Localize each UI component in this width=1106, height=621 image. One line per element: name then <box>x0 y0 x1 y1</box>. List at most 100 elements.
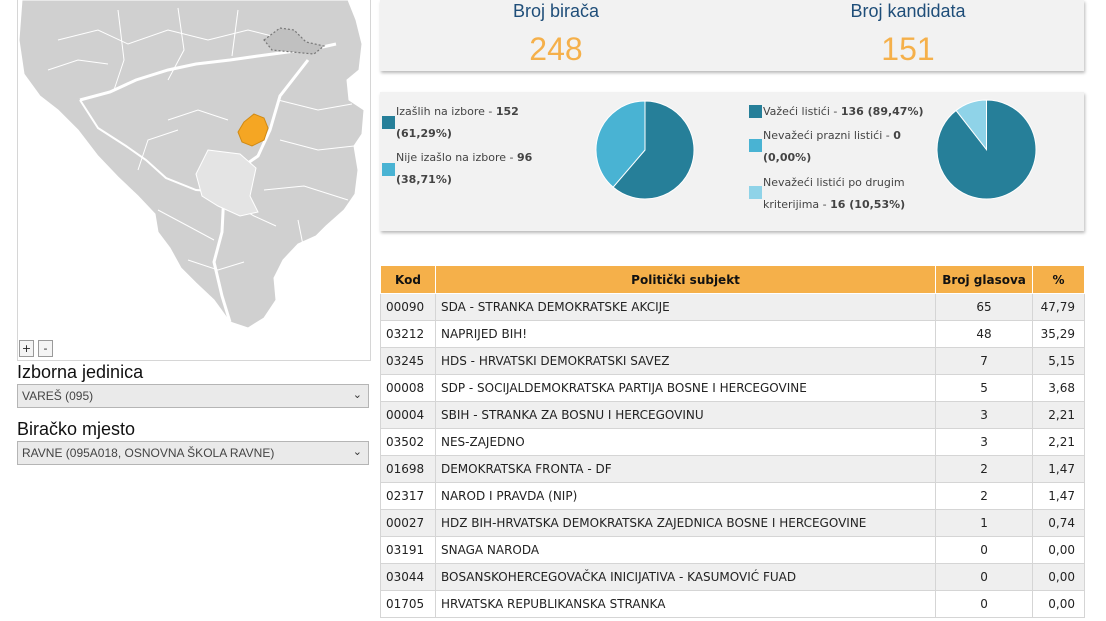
map-region-light <box>195 149 259 217</box>
cell-percent: 2,21 <box>1031 428 1086 456</box>
place-label: Biračko mjesto <box>17 419 136 439</box>
table-row: 03191 SNAGA NARODA 0 0,00 <box>380 536 1086 564</box>
ballots-pie-slice-2 <box>955 99 987 151</box>
cell-code: 01698 <box>380 455 436 483</box>
cell-party: HDZ BIH-HRVATSKA DEMOKRATSKA ZAJEDNICA B… <box>434 509 937 537</box>
legend-blank-value: 0 <box>893 129 901 142</box>
table-row: 00008 SDP - SOCIJALDEMOKRATSKA PARTIJA BO… <box>380 374 1086 402</box>
legend-voted-value: 152 <box>495 105 519 118</box>
place-select[interactable]: RAVNE (095A018, OSNOVNA ŠKOLA RAVNE) ⌄ <box>17 441 369 465</box>
cell-votes: 3 <box>935 401 1033 429</box>
place-select-value: RAVNE (095A018, OSNOVNA ŠKOLA RAVNE) <box>22 446 275 460</box>
legend-valid-value: 136 (89,47%) <box>840 105 924 118</box>
stats-box: Broj birača 248 Broj kandidata 151 <box>380 0 1084 71</box>
table-row: 03502 NES-ZAJEDNO 3 2,21 <box>380 428 1086 456</box>
cell-votes: 1 <box>935 509 1033 537</box>
cell-votes: 2 <box>935 482 1033 510</box>
cell-votes: 7 <box>935 347 1033 375</box>
legend-voted-label: Izašlih na izbore - <box>396 105 496 118</box>
unit-select[interactable]: VAREŠ (095) ⌄ <box>17 384 369 408</box>
cell-votes: 0 <box>935 563 1033 591</box>
zoom-out-button[interactable]: - <box>38 340 53 357</box>
cell-percent: 0,00 <box>1031 590 1086 618</box>
cell-percent: 0,00 <box>1031 563 1086 591</box>
legend-swatch-blank <box>749 139 762 152</box>
cell-percent: 5,15 <box>1031 347 1086 375</box>
ballots-pie <box>936 99 1037 200</box>
table-row: 01705 HRVATSKA REPUBLIKANSKA STRANKA 0 0,00 <box>380 590 1086 618</box>
legend-notvoted-pct: (38,71%) <box>396 173 452 186</box>
cell-percent: 3,68 <box>1031 374 1086 402</box>
bih-map[interactable] <box>18 0 370 360</box>
legend-swatch-other <box>749 186 762 199</box>
cell-votes: 0 <box>935 536 1033 564</box>
cell-code: 00004 <box>380 401 436 429</box>
legend-notvoted: Nije izašlo na izbore - 96 (38,71%) <box>396 147 532 191</box>
cell-code: 00090 <box>380 293 436 321</box>
cell-code: 03245 <box>380 347 436 375</box>
cell-code: 00027 <box>380 509 436 537</box>
zoom-in-button[interactable]: + <box>19 340 34 357</box>
cell-code: 01705 <box>380 590 436 618</box>
map-country <box>18 0 365 329</box>
legend-valid-label: Važeći listići - <box>763 105 841 118</box>
legend-voted: Izašlih na izbore - 152 (61,29%) <box>396 101 519 145</box>
map-selected-vares <box>237 113 269 147</box>
cell-votes: 2 <box>935 455 1033 483</box>
cell-code: 03212 <box>380 320 436 348</box>
chevron-down-icon: ⌄ <box>352 446 362 458</box>
legend-blank-pct: (0,00%) <box>763 151 812 164</box>
table-row: 03245 HDS - HRVATSKI DEMOKRATSKI SAVEZ 7 5,… <box>380 347 1086 375</box>
unit-select-value: VAREŠ (095) <box>22 389 94 403</box>
cell-percent: 1,47 <box>1031 455 1086 483</box>
legend-voted-pct: (61,29%) <box>396 127 452 140</box>
table-row: 00004 SBIH - STRANKA ZA BOSNU I HERCEGOVI… <box>380 401 1086 429</box>
header-code[interactable]: Kod <box>380 265 436 294</box>
candidates-value: 151 <box>881 31 935 67</box>
table-row: 01698 DEMOKRATSKA FRONTA - DF 2 1,47 <box>380 455 1086 483</box>
cell-code: 02317 <box>380 482 436 510</box>
cell-party: SNAGA NARODA <box>434 536 937 564</box>
candidates-label: Broj kandidata <box>850 1 966 21</box>
table-row: 02317 NAROD I PRAVDA (NIP) 2 1,47 <box>380 482 1086 510</box>
cell-percent: 1,47 <box>1031 482 1086 510</box>
cell-party: BOSANSKOHERCEGOVAČKA INICIJATIVA - KASUM… <box>434 563 937 591</box>
cell-votes: 5 <box>935 374 1033 402</box>
cell-percent: 0,00 <box>1031 536 1086 564</box>
cell-party: SDA - STRANKA DEMOKRATSKE AKCIJE <box>434 293 937 321</box>
legend-blank: Nevažeći prazni listići - 0 (0,00%) <box>763 125 901 169</box>
turnout-box: Izašlih na izbore - 152 (61,29%) Nije iz… <box>380 92 1084 231</box>
turnout-pie <box>595 100 695 200</box>
table-row: 00027 HDZ BIH-HRVATSKA DEMOKRATSKA ZAJEDN… <box>380 509 1086 537</box>
header-percent[interactable]: % <box>1031 265 1086 294</box>
cell-percent: 2,21 <box>1031 401 1086 429</box>
cell-party: NAROD I PRAVDA (NIP) <box>434 482 937 510</box>
legend-notvoted-label: Nije izašlo na izbore - <box>396 151 517 164</box>
legend-other-label-1: Nevažeći listići po drugim <box>763 176 905 189</box>
cell-party: HRVATSKA REPUBLIKANSKA STRANKA <box>434 590 937 618</box>
header-votes[interactable]: Broj glasova <box>935 265 1033 294</box>
cell-code: 03044 <box>380 563 436 591</box>
cell-party: DEMOKRATSKA FRONTA - DF <box>434 455 937 483</box>
unit-label: Izborna jedinica <box>17 362 144 382</box>
results-table: Kod Politički subjekt Broj glasova % 000… <box>380 265 1086 618</box>
legend-valid: Važeći listići - 136 (89,47%) <box>763 101 924 123</box>
legend-other-value: 16 (10,53%) <box>830 198 906 211</box>
legend-blank-label: Nevažeći prazni listići - <box>763 129 894 142</box>
cell-votes: 3 <box>935 428 1033 456</box>
cell-percent: 47,79 <box>1031 293 1086 321</box>
voters-label: Broj birača <box>512 1 600 21</box>
turnout-pie-slice-0 <box>612 100 695 200</box>
cell-votes: 0 <box>935 590 1033 618</box>
table-header-row: Kod Politički subjekt Broj glasova % <box>380 265 1086 294</box>
map-brcko <box>263 27 326 55</box>
cell-percent: 0,74 <box>1031 509 1086 537</box>
legend-notvoted-value: 96 <box>516 151 533 164</box>
turnout-pie-slice-1 <box>595 100 646 188</box>
legend-other-label-2: kriterijima - <box>763 198 831 211</box>
legend-swatch-valid <box>749 105 762 118</box>
cell-party: HDS - HRVATSKI DEMOKRATSKI SAVEZ <box>434 347 937 375</box>
header-party[interactable]: Politički subjekt <box>434 265 937 294</box>
map-panel[interactable]: + - <box>17 0 371 361</box>
legend-swatch-notvoted <box>382 163 395 176</box>
